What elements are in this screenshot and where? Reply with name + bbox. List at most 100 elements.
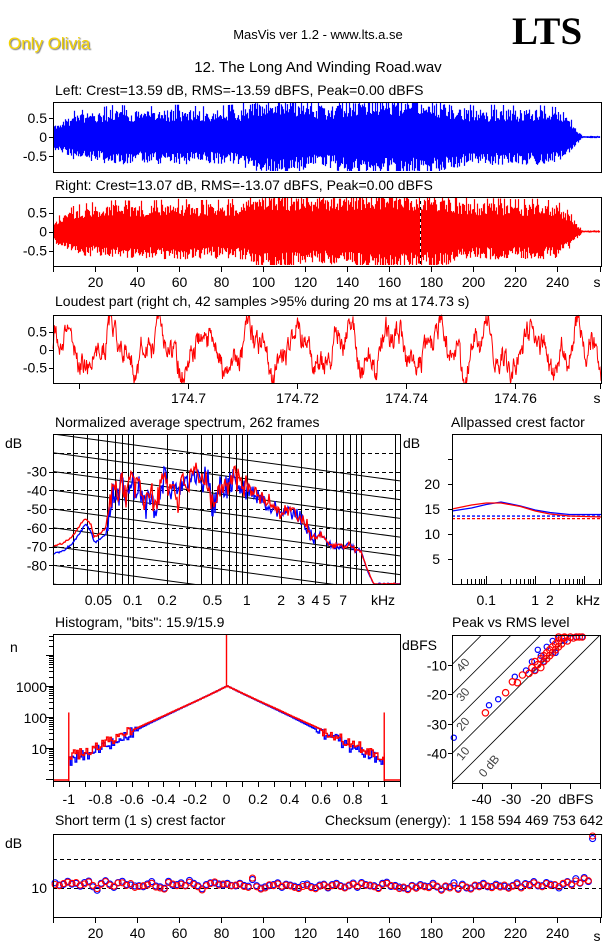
- allpassed-y-tick-label: 10: [424, 526, 440, 542]
- allpassed-crest-title: Allpassed crest factor: [451, 414, 585, 430]
- short-term-right-point: [143, 881, 152, 889]
- x-tick-label: 60: [172, 925, 188, 941]
- short-term-right-point: [139, 882, 147, 890]
- short-term-right-point: [454, 885, 462, 893]
- short-term-left-point: [589, 835, 597, 843]
- histogram-x-tick-label: -0.2: [183, 791, 207, 807]
- short-term-right-point: [366, 881, 374, 889]
- short-term-right-point: [202, 882, 210, 890]
- left-waveform: [53, 103, 601, 171]
- allpassed-x-tick-label: 1: [531, 592, 539, 608]
- allpassed-right-line: [451, 502, 602, 518]
- checksum-value: 1 158 594 469 753 642: [459, 812, 603, 828]
- peak-rms-right-point: [481, 708, 490, 717]
- checksum-label: Checksum (energy):: [325, 812, 451, 828]
- short-term-right-point: [458, 881, 466, 889]
- short-term-right-point: [492, 881, 500, 889]
- short-term-right-point: [307, 884, 315, 892]
- spectrum-x-tick-label: 7: [339, 592, 347, 608]
- short-term-ylabel: dB: [5, 835, 22, 851]
- loudest-y-tick-label: 0.5: [28, 324, 48, 340]
- short-term-right-point: [505, 884, 513, 892]
- short-term-right-point: [265, 881, 273, 889]
- peak-vs-rms-title: Peak vs RMS level: [452, 614, 569, 630]
- short-term-right-point: [442, 882, 450, 890]
- short-term-right-point: [324, 883, 332, 891]
- loudest-part-label: Loudest part (right ch, 42 samples >95% …: [55, 293, 469, 309]
- x-tick-label: 160: [378, 274, 402, 290]
- allpassed-y-tick-label: 20: [424, 476, 440, 492]
- short-term-right-point: [106, 881, 114, 889]
- short-term-right-point: [521, 880, 529, 889]
- left-channel-label: Left: Crest=13.59 dB, RMS=-13.59 dBFS, P…: [55, 82, 423, 98]
- waveform-xunit: s: [594, 274, 601, 290]
- short-term-right-point: [198, 886, 206, 894]
- plots: 0.50-0.50.50-0.520 40 60 80 100 120 140 160 180 2…: [16, 102, 602, 941]
- short-term-left-point: [450, 879, 458, 887]
- short-term-right-point: [576, 879, 584, 887]
- x-tick-label: 100: [252, 925, 276, 941]
- x-tick-label: 200: [462, 274, 486, 290]
- peak-rms-reference-line: [452, 635, 600, 783]
- x-tick-label: 180: [420, 274, 444, 290]
- spectrum-x-tick-label: 0.1: [123, 592, 143, 608]
- short-term-right-point: [479, 880, 487, 889]
- waveform-time-axis: 20 40 60 80 100 120 140 160 180 200 220 240: [53, 266, 601, 290]
- short-term-right-point: [64, 878, 72, 886]
- short-term-right-point: [370, 883, 378, 891]
- left-y-tick-label: 0: [39, 129, 47, 145]
- x-tick-label: 20: [88, 274, 104, 290]
- file-title: 12. The Long And Winding Road.wav: [194, 59, 442, 76]
- short-term-crest-title: Short term (1 s) crest factor: [55, 812, 226, 828]
- short-term-right-point: [467, 885, 475, 893]
- histogram-x-tick-label: 1: [380, 791, 388, 807]
- short-term-right-point: [181, 882, 189, 890]
- peak-rms-reference-lines: [452, 635, 600, 783]
- spectrum-grid: [53, 434, 400, 584]
- short-term-right-point: [580, 875, 588, 883]
- loudest-x-tick-label: 174.76: [494, 390, 537, 406]
- spectrum-slope-line: [53, 564, 196, 584]
- short-term-right-point: [51, 880, 59, 889]
- short-term-right-point: [383, 879, 391, 887]
- x-tick-label: 180: [420, 925, 444, 941]
- short-term-right-point: [169, 880, 177, 888]
- short-term-right-point: [395, 885, 403, 893]
- peak-rms-reference-line: [452, 635, 512, 695]
- short-term-right-point: [59, 880, 68, 888]
- short-term-right-point: [379, 880, 387, 889]
- short-term-right-point: [80, 880, 89, 888]
- short-term-right-point: [328, 882, 336, 890]
- right-y-tick-label: 0.5: [28, 205, 48, 221]
- short-term-right-point: [559, 879, 567, 887]
- peak-rms-left-point: [485, 702, 493, 709]
- histogram-x-tick-label: 0.8: [343, 791, 363, 807]
- peak-rms-reference-label: 30: [453, 685, 473, 704]
- short-term-right-point: [173, 882, 181, 890]
- short-term-right-point: [429, 881, 437, 889]
- short-term-right-point: [152, 883, 160, 891]
- spectrum-frame: [53, 434, 401, 585]
- x-tick-label: 120: [294, 925, 318, 941]
- x-tick-label: 140: [336, 925, 360, 941]
- short-term-right-point: [374, 885, 382, 893]
- peak-rms-reference-label: 0 dB: [476, 752, 503, 780]
- x-tick-label: 160: [378, 925, 402, 941]
- x-tick-label: 140: [336, 274, 360, 290]
- short-term-right-point: [177, 880, 185, 888]
- loudest-xunit: s: [594, 390, 601, 406]
- peak-rms-left-point: [495, 696, 502, 703]
- spectrum-xunit: kHz: [371, 592, 395, 608]
- short-term-right-point: [131, 883, 139, 891]
- short-term-right-point: [85, 878, 93, 886]
- short-term-right-point: [278, 882, 286, 890]
- x-tick-label: 40: [130, 925, 146, 941]
- histogram-y-tick-label: 100: [24, 710, 48, 726]
- spectrum-y-tick-label: -30: [27, 464, 47, 480]
- allpassed-frame: [452, 434, 602, 585]
- short-term-right-point: [332, 880, 340, 889]
- short-term-right-point: [156, 884, 164, 892]
- allpassed-x-tick-label: 2: [546, 592, 554, 608]
- short-term-right-point: [534, 881, 542, 889]
- spectrum-slope-line: [53, 452, 400, 501]
